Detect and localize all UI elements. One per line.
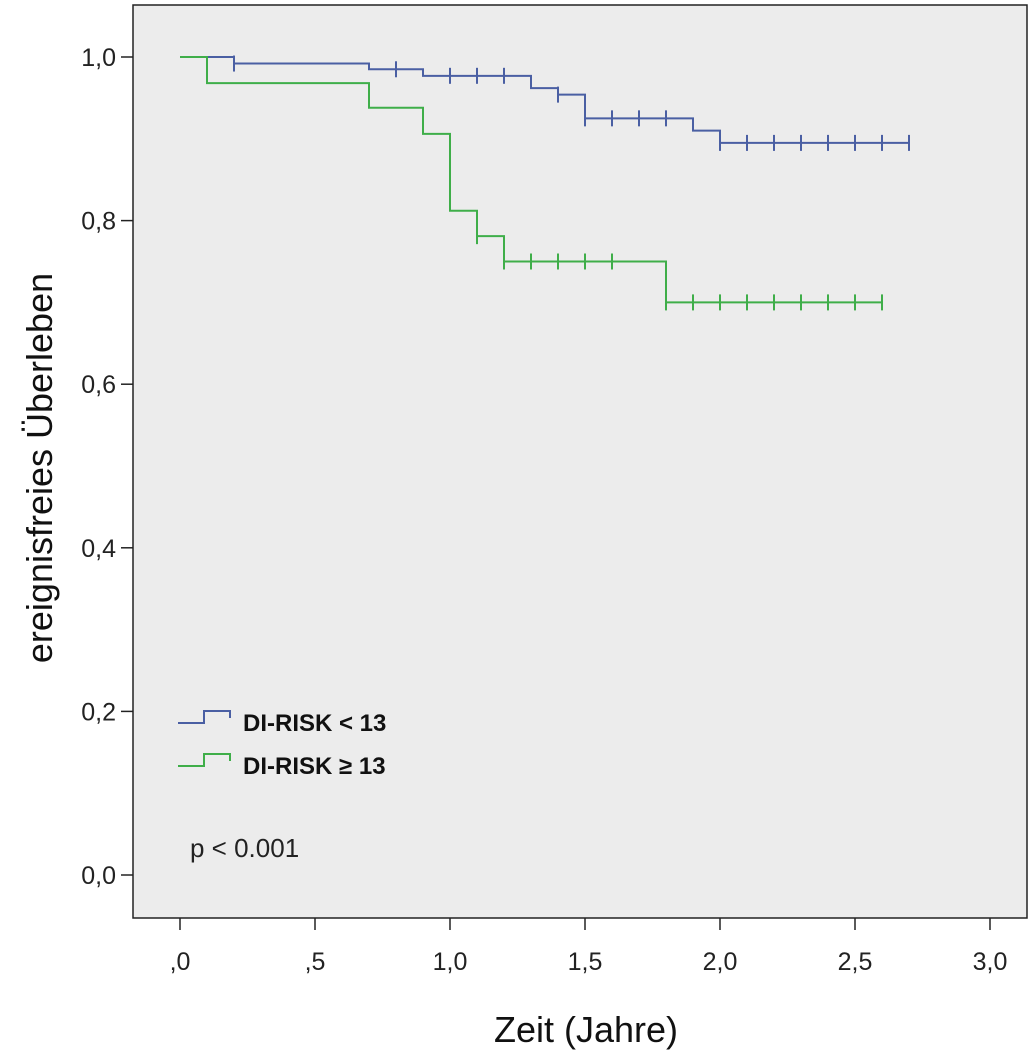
series-line-low-risk [180,56,909,144]
legend-swatch-high-risk [178,753,231,767]
x-tick-label: 3,0 [973,948,1008,976]
y-axis-title: ereignisfreies Überleben [19,273,60,663]
legend-label-high-risk: DI-RISK ≥ 13 [243,753,386,780]
plot-area [132,4,1028,919]
y-tick-label: 0,0 [81,862,116,890]
x-tick-label: ,0 [170,948,191,976]
x-tick-label: 2,5 [838,948,873,976]
x-axis-title: Zeit (Jahre) [494,1009,678,1050]
y-tick-label: 1,0 [81,44,116,72]
x-tick-label: 1,0 [433,948,468,976]
legend-label-low-risk: DI-RISK < 13 [243,710,386,737]
x-tick-label: ,5 [305,948,326,976]
y-tick-label: 0,8 [81,208,116,236]
x-tick-label: 1,5 [568,948,603,976]
y-tick-label: 0,2 [81,698,116,726]
x-tick-label: 2,0 [703,948,738,976]
legend-swatch-low-risk [178,710,231,724]
p-value-annotation: p < 0.001 [190,833,299,863]
y-tick-label: 0,6 [81,371,116,399]
y-tick-label: 0,4 [81,535,116,563]
